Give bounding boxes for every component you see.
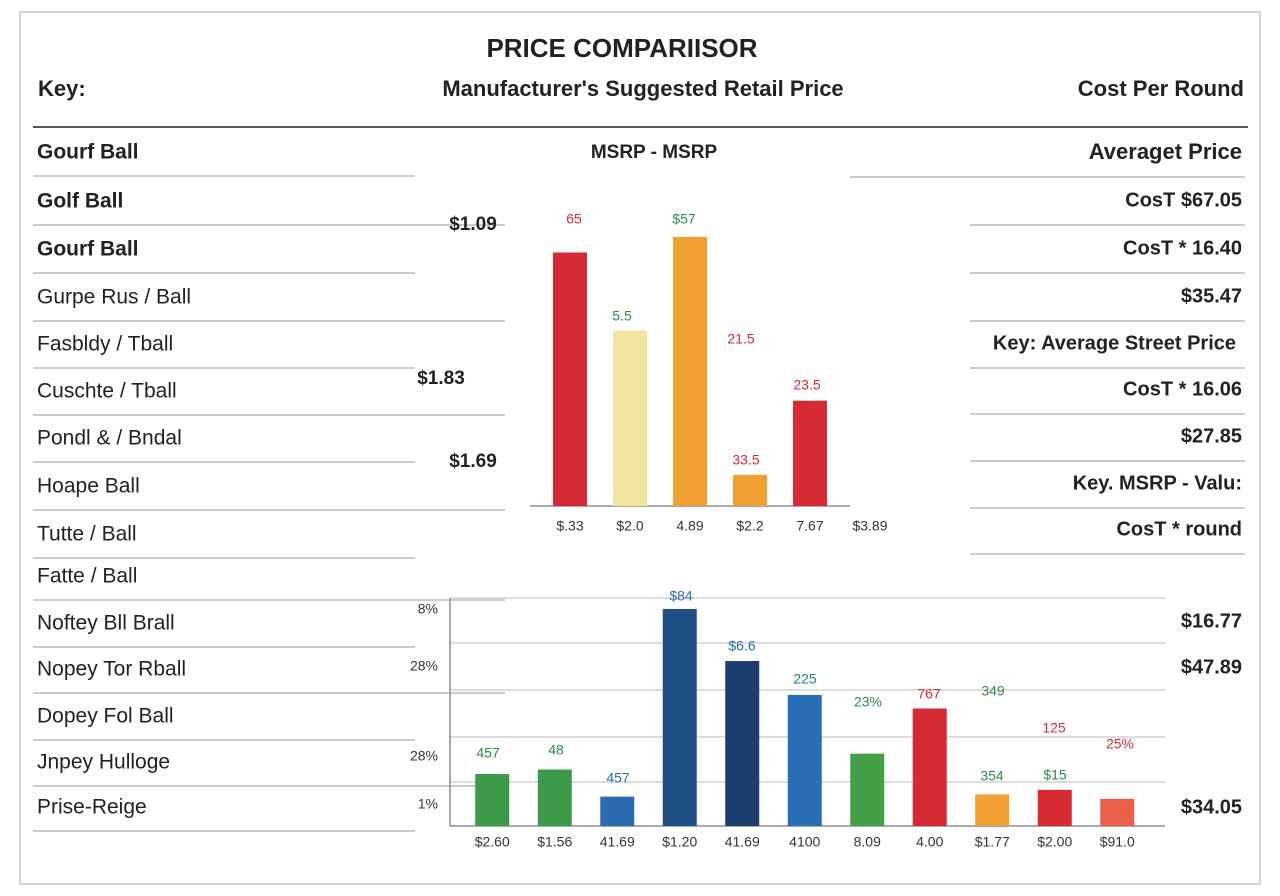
x-tick-label: $1.56 [537, 834, 572, 850]
annotation: 349 [981, 683, 1005, 699]
middle-label: $1.83 [417, 368, 465, 389]
x-tick-label: $91.0 [1100, 834, 1135, 850]
annotation: 48 [548, 742, 564, 758]
bar [673, 236, 707, 506]
annotation: 33.5 [732, 452, 759, 468]
left-item: Golf Ball [37, 190, 123, 213]
right-item: CosT * 16.40 [1123, 237, 1242, 259]
annotation: 65 [566, 211, 582, 227]
bar [613, 330, 647, 506]
subtitle: Manufacturer's Suggested Retail Price [442, 76, 843, 101]
bar [975, 794, 1010, 826]
bar [553, 252, 587, 506]
x-tick-label: 4100 [789, 834, 820, 850]
annotation: 457 [476, 745, 500, 761]
axis-note: 8% [418, 601, 438, 617]
left-item: Dopey Fol Ball [37, 705, 174, 728]
left-item: Nopey Tor Rball [37, 658, 186, 681]
bar [787, 694, 822, 826]
right-item: $35.47 [1181, 285, 1242, 307]
left-item: Prise-Reige [37, 796, 147, 819]
annotation: 767 [917, 686, 941, 702]
left-item: Tutte / Ball [37, 523, 137, 546]
bar [793, 400, 827, 506]
annotation: $57 [672, 211, 696, 227]
middle-label: $1.09 [449, 214, 497, 235]
x-tick-label: 8.09 [854, 834, 881, 850]
x-tick-label: $2.60 [475, 834, 510, 850]
middle-label: $1.69 [449, 451, 497, 472]
bar [537, 769, 572, 826]
x-tick-label: $2.0 [616, 518, 643, 534]
left-item: Hoape Ball [37, 475, 140, 498]
annotation: 354 [980, 768, 1004, 784]
bar [600, 796, 635, 826]
bar [733, 474, 767, 506]
x-tick-label: $3.89 [852, 518, 887, 534]
right-item: $16.77 [1181, 610, 1242, 632]
bar [912, 708, 947, 826]
left-item: Cuschte / Tball [37, 380, 177, 403]
x-tick-label: 7.67 [796, 518, 823, 534]
annotation: 21.5 [727, 331, 754, 347]
left-item: Fatte / Ball [37, 565, 137, 588]
annotation: 23% [854, 694, 882, 710]
title: PRICE COMPARIISOR [486, 33, 757, 63]
x-tick-label: $1.77 [975, 834, 1010, 850]
axis-note: 1% [418, 796, 438, 812]
right-item: CosT $67.05 [1125, 189, 1242, 211]
right-heading: Cost Per Round [1078, 76, 1244, 101]
left-item: Gourf Ball [37, 238, 139, 261]
bar [850, 753, 885, 826]
left-item: Gurpe Rus / Ball [37, 286, 191, 309]
annotation: 25% [1106, 736, 1134, 752]
left-item: Fasbldy / Tball [37, 333, 173, 356]
right-item: $27.85 [1181, 425, 1242, 447]
axis-note: 28% [410, 748, 438, 764]
annotation: 125 [1042, 720, 1066, 736]
frame [19, 11, 1261, 885]
bar [1037, 789, 1072, 826]
x-tick-label: $1.20 [662, 834, 697, 850]
right-item: $34.05 [1181, 796, 1242, 818]
annotation: 225 [793, 671, 817, 687]
right-item: Key. MSRP - Valu: [1073, 472, 1242, 494]
right-item: Averaget Price [1089, 139, 1242, 164]
annotation: $6.6 [728, 638, 755, 654]
x-tick-label: 4.89 [676, 518, 703, 534]
x-tick-label: $2.00 [1037, 834, 1072, 850]
right-item: CosT * 16.06 [1123, 378, 1242, 400]
bar [725, 661, 760, 826]
right-item: Key: Average Street Price [993, 332, 1236, 354]
x-tick-label: $.33 [556, 518, 583, 534]
left-item: Noftey Bll Brall [37, 612, 175, 635]
axis-note: 28% [410, 658, 438, 674]
annotation: 457 [606, 770, 630, 786]
annotation: 23.5 [793, 377, 820, 393]
left-item: Pondl & / Bndal [37, 427, 182, 450]
left-item: Gourf Ball [37, 141, 139, 164]
key-label: Key: [38, 76, 86, 101]
left-item: Jnpey Hulloge [37, 751, 170, 774]
x-tick-label: $2.2 [736, 518, 763, 534]
x-tick-label: 41.69 [600, 834, 635, 850]
bar [662, 609, 697, 826]
annotation: $15 [1043, 767, 1067, 783]
x-tick-label: 4.00 [916, 834, 943, 850]
bar [1100, 798, 1135, 826]
bar [475, 774, 510, 826]
middle-label: MSRP - MSRP [591, 142, 718, 163]
right-item: $47.89 [1181, 656, 1242, 678]
x-tick-label: 41.69 [725, 834, 760, 850]
annotation: 5.5 [612, 308, 632, 324]
right-item: CosT * round [1116, 518, 1242, 540]
annotation: $84 [669, 588, 693, 604]
